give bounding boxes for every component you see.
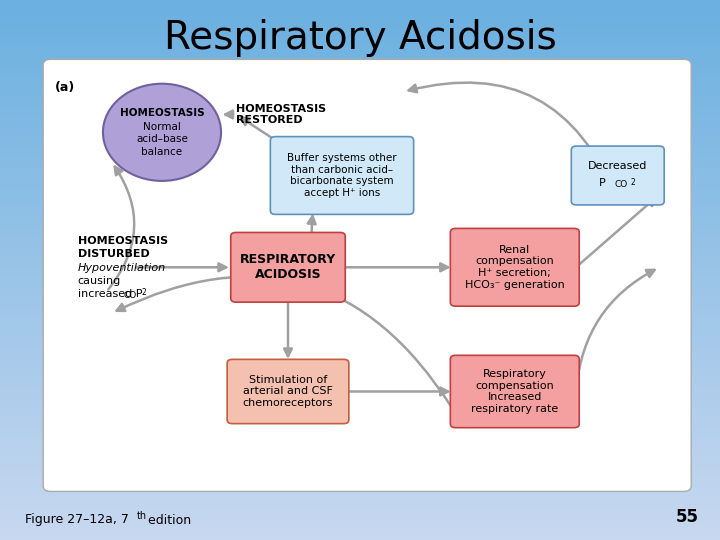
FancyBboxPatch shape [451,355,579,428]
FancyArrowPatch shape [348,388,448,395]
FancyBboxPatch shape [228,360,349,423]
Ellipse shape [103,84,221,181]
FancyArrowPatch shape [576,270,654,389]
Text: 55: 55 [676,509,699,526]
FancyArrowPatch shape [240,118,274,139]
Text: RESPIRATORY
ACIDOSIS: RESPIRATORY ACIDOSIS [240,253,336,281]
Text: th: th [137,510,147,521]
Text: causing: causing [78,276,121,286]
Text: Stimulation of
arterial and CSF
chemoreceptors: Stimulation of arterial and CSF chemorec… [243,375,333,408]
FancyArrowPatch shape [308,216,326,295]
Text: edition: edition [144,514,191,526]
Text: increased P: increased P [78,289,143,299]
Text: HOMEOSTASIS: HOMEOSTASIS [120,109,204,118]
FancyArrowPatch shape [225,111,233,118]
FancyArrowPatch shape [136,264,226,271]
Text: DISTURBED: DISTURBED [78,249,150,259]
Text: CO: CO [123,291,136,300]
FancyBboxPatch shape [43,59,691,491]
Text: P: P [598,178,606,188]
Text: HOMEOSTASIS: HOMEOSTASIS [78,237,168,246]
Text: Respiratory Acidosis: Respiratory Acidosis [163,19,557,57]
Text: Buffer systems other
than carbonic acid–
bicarbonate system
accept H⁺ ions: Buffer systems other than carbonic acid–… [287,153,397,198]
Text: Figure 27–12a, 7: Figure 27–12a, 7 [25,514,129,526]
Text: 2: 2 [631,178,636,187]
Text: 2: 2 [141,288,146,297]
FancyArrowPatch shape [284,238,292,356]
FancyArrowPatch shape [408,83,617,200]
FancyArrowPatch shape [345,264,448,271]
FancyBboxPatch shape [230,232,346,302]
FancyBboxPatch shape [270,137,413,214]
Text: Decreased: Decreased [588,161,647,171]
Text: Renal
compensation
H⁺ secretion;
HCO₃⁻ generation: Renal compensation H⁺ secretion; HCO₃⁻ g… [465,245,564,289]
FancyBboxPatch shape [572,146,665,205]
FancyArrowPatch shape [117,276,452,408]
Text: acid–base: acid–base [136,134,188,144]
Text: balance: balance [141,147,183,157]
Text: Respiratory
compensation
Increased
respiratory rate: Respiratory compensation Increased respi… [471,369,559,414]
FancyBboxPatch shape [451,228,579,306]
Text: Hypoventilation: Hypoventilation [78,264,166,273]
Text: HOMEOSTASIS
RESTORED: HOMEOSTASIS RESTORED [236,104,326,125]
FancyArrowPatch shape [108,167,134,289]
Text: Normal: Normal [143,122,181,132]
FancyArrowPatch shape [578,198,655,266]
Text: (a): (a) [55,81,75,94]
Text: CO: CO [614,180,627,189]
